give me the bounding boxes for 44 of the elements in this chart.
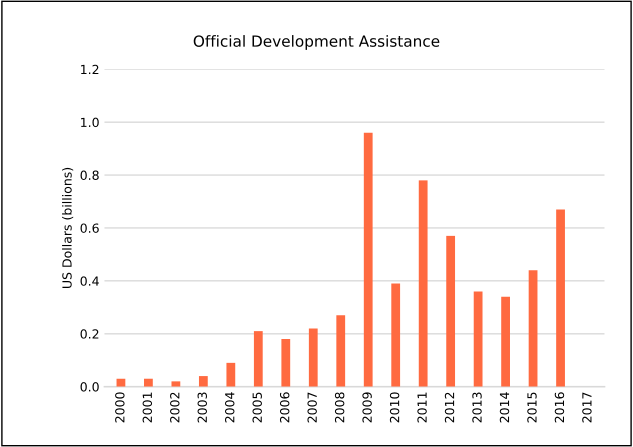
x-tick-label: 2006 <box>280 392 290 422</box>
bar <box>144 378 153 387</box>
y-tick-label: 0.8 <box>80 170 99 180</box>
x-tick-label: 2001 <box>142 392 152 422</box>
bar <box>474 291 483 387</box>
bar <box>254 331 263 387</box>
bar <box>364 132 373 387</box>
y-tick-label: 0.4 <box>80 276 99 286</box>
bar <box>336 315 346 387</box>
bar <box>116 378 126 387</box>
bar <box>226 362 236 387</box>
bar <box>418 180 428 387</box>
x-tick-label: 2016 <box>554 392 564 422</box>
bar <box>528 270 538 387</box>
x-tick-label: 2007 <box>307 392 317 422</box>
chart-title: Official Development Assistance <box>194 35 440 50</box>
bar <box>198 376 208 387</box>
x-tick-label: 2010 <box>390 392 400 422</box>
y-tick-label: 0.2 <box>80 329 98 339</box>
x-tick-label: 2008 <box>334 392 344 422</box>
y-tick-label: 0.0 <box>80 382 99 392</box>
x-tick-label: 2000 <box>115 392 125 422</box>
bar <box>501 296 510 387</box>
y-axis-title: US Dollars (billions) <box>62 168 74 288</box>
bar <box>556 209 565 387</box>
bar <box>308 328 318 387</box>
bar <box>281 339 290 387</box>
y-tick-label: 1.2 <box>81 64 98 74</box>
x-tick-label: 2009 <box>362 392 372 422</box>
x-tick-label: 2017 <box>582 392 592 422</box>
bar <box>446 236 456 387</box>
y-tick-label: 1.0 <box>81 118 99 128</box>
x-tick-label: 2003 <box>198 392 207 422</box>
bar <box>391 284 400 387</box>
x-tick-label: 2005 <box>252 392 262 422</box>
x-tick-label: 2011 <box>417 392 427 422</box>
x-tick-label: 2015 <box>527 392 537 422</box>
x-tick-label: 2012 <box>444 392 454 422</box>
x-tick-label: 2013 <box>472 392 482 422</box>
x-tick-label: 2004 <box>225 392 234 422</box>
y-tick-label: 0.6 <box>80 223 99 233</box>
x-tick-label: 2002 <box>170 392 180 422</box>
bar <box>171 381 180 387</box>
x-tick-label: 2014 <box>500 392 510 422</box>
